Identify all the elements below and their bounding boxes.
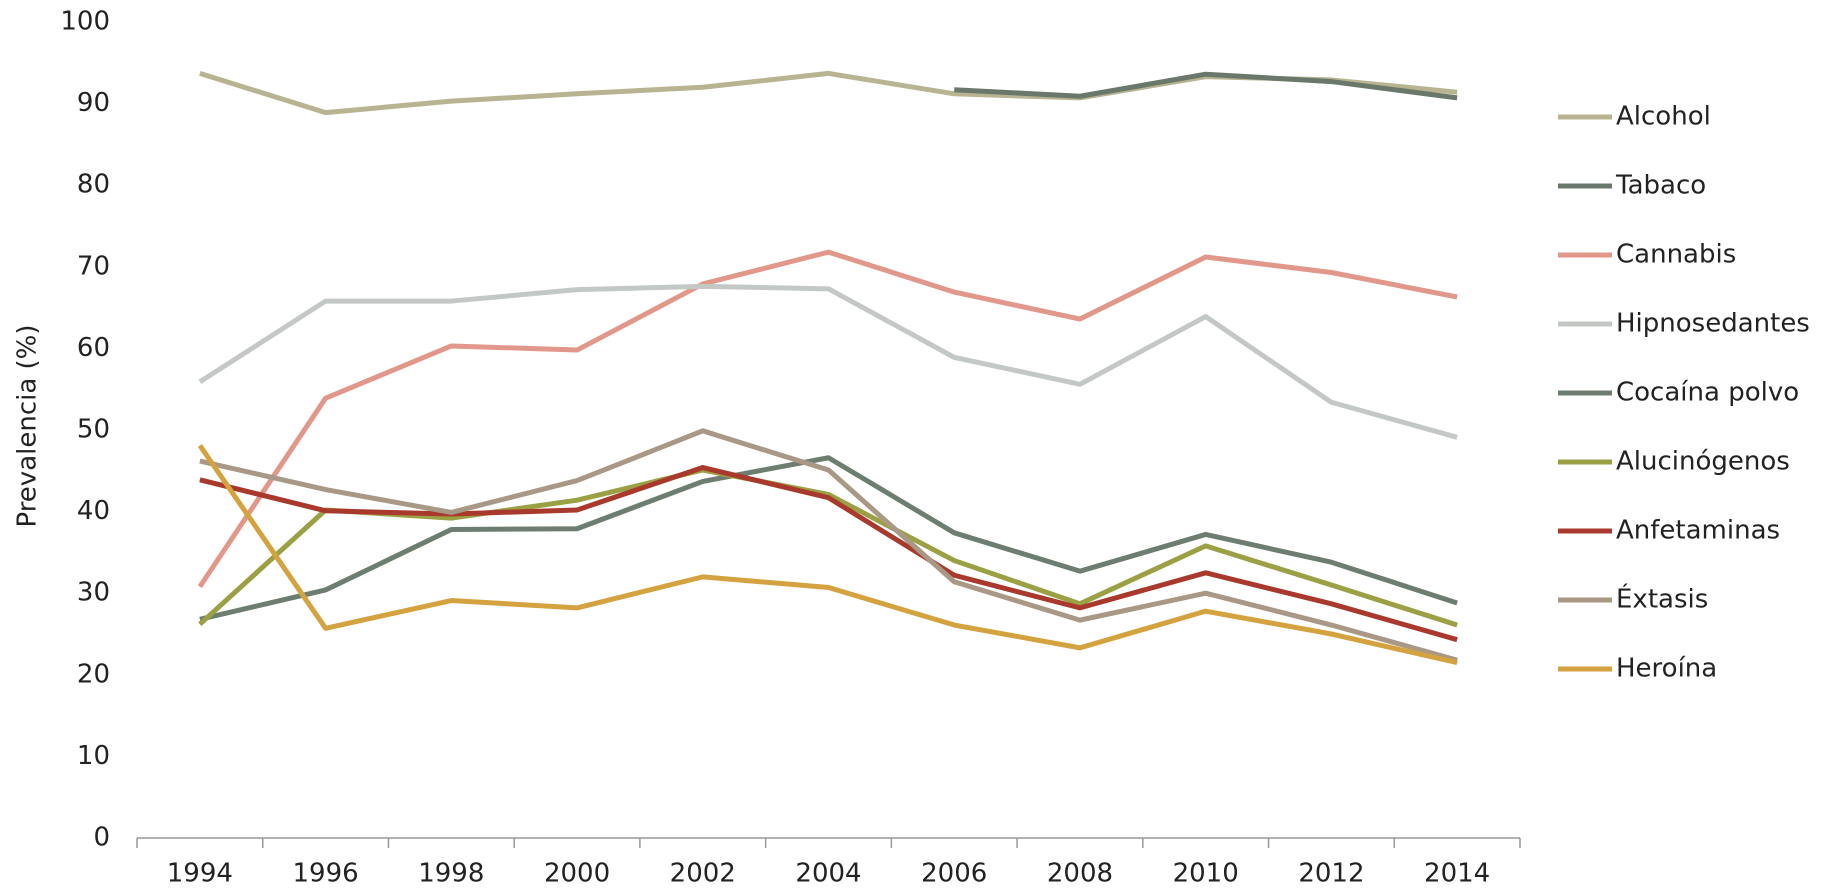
x-tick-label: 1996 bbox=[293, 859, 359, 888]
series-line bbox=[199, 465, 1458, 643]
y-axis-label: Prevalencia (%) bbox=[13, 324, 43, 527]
x-tick-label: 2014 bbox=[1424, 859, 1490, 888]
x-tick-label: 2002 bbox=[670, 859, 736, 888]
legend-label: Alcohol bbox=[1616, 102, 1711, 132]
x-tick-label: 2008 bbox=[1047, 859, 1113, 888]
legend-label: Heroína bbox=[1616, 654, 1717, 684]
y-tick-label: 40 bbox=[77, 496, 110, 526]
x-tick-label: 1998 bbox=[418, 859, 484, 888]
x-tick-label: 2006 bbox=[921, 859, 987, 888]
y-tick-label: 10 bbox=[77, 741, 110, 771]
legend-label: Alucinógenos bbox=[1616, 447, 1790, 477]
x-tick-label: 2004 bbox=[795, 859, 861, 888]
x-tick-label: 1994 bbox=[167, 859, 233, 888]
series-line bbox=[197, 444, 1458, 665]
series-line bbox=[954, 71, 1458, 101]
legend-label: Tabaco bbox=[1615, 171, 1706, 201]
legend-label: Hipnosedantes bbox=[1616, 309, 1810, 339]
y-tick-label: 0 bbox=[93, 823, 110, 853]
y-tick-label: 60 bbox=[77, 333, 110, 363]
y-tick-label: 80 bbox=[77, 170, 110, 200]
series-line bbox=[197, 249, 1458, 589]
series-line bbox=[199, 428, 1458, 663]
x-tick-label: 2000 bbox=[544, 859, 610, 888]
y-tick-label: 100 bbox=[60, 7, 110, 37]
series-line bbox=[199, 455, 1458, 622]
series-line bbox=[198, 283, 1458, 440]
legend-label: Cannabis bbox=[1616, 240, 1736, 270]
y-tick-label: 50 bbox=[77, 415, 110, 445]
legend-label: Éxtasis bbox=[1616, 583, 1708, 615]
y-tick-label: 70 bbox=[77, 251, 110, 281]
y-tick-label: 30 bbox=[77, 578, 110, 608]
x-tick-label: 2010 bbox=[1173, 859, 1239, 888]
legend-label: Anfetaminas bbox=[1616, 516, 1780, 546]
y-tick-label: 90 bbox=[77, 88, 110, 118]
x-tick-label: 2012 bbox=[1298, 859, 1364, 888]
legend-label: Cocaína polvo bbox=[1616, 378, 1799, 408]
y-tick-label: 20 bbox=[77, 659, 110, 689]
